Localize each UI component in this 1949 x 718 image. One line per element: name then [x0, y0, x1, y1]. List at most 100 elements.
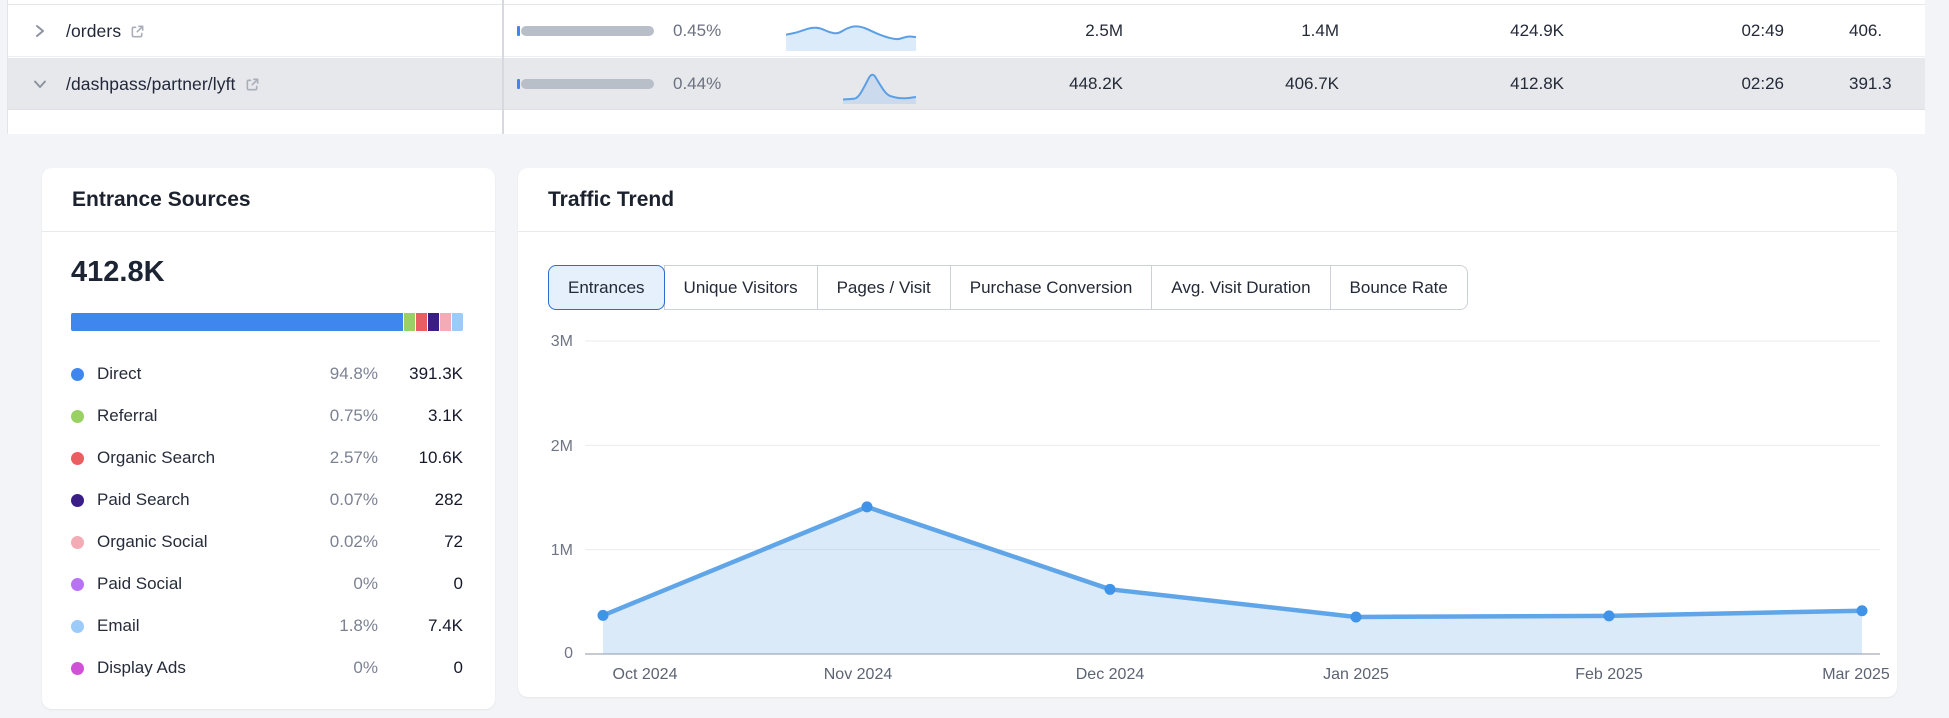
share-segment [452, 313, 463, 331]
truncated-value: 406. [1849, 21, 1883, 40]
unique-visitors-value: 406.7K [1285, 74, 1339, 93]
y-axis-tick: 0 [564, 645, 573, 662]
source-percent: 0.75% [329, 406, 378, 425]
source-label: Paid Social [97, 574, 183, 593]
frozen-column-divider [502, 0, 504, 134]
source-row: Email 1.8% 7.4K [42, 605, 495, 647]
tab-unique-visitors[interactable]: Unique Visitors [663, 265, 818, 310]
traffic-trend-title: Traffic Trend [548, 187, 675, 211]
expand-chevron-right-icon[interactable] [32, 5, 54, 57]
x-axis-label: Dec 2024 [1075, 666, 1145, 683]
conversion-percent: 0.44% [673, 74, 722, 93]
source-list: Direct 94.8% 391.3K Referral 0.75% 3.1K Orga… [42, 353, 495, 689]
table-row-partial-top [8, 0, 1925, 5]
source-value: 282 [434, 490, 463, 509]
avg-duration-value: 02:49 [1741, 21, 1784, 40]
source-percent: 1.8% [339, 616, 378, 635]
page-path-link[interactable]: /dashpass/partner/lyft [66, 73, 236, 94]
tab-entrances[interactable]: Entrances [548, 265, 665, 310]
share-segment [428, 313, 439, 331]
source-value: 0 [453, 658, 463, 677]
y-axis-tick: 2M [550, 438, 573, 455]
conversion-bar [517, 58, 657, 110]
source-label: Paid Search [97, 490, 190, 509]
conversion-percent: 0.45% [673, 21, 722, 40]
x-axis-label: Mar 2025 [1822, 666, 1890, 683]
tab-purchase-conversion[interactable]: Purchase Conversion [949, 265, 1153, 310]
trend-sparkline [843, 73, 916, 104]
source-value: 72 [444, 532, 463, 551]
tab-bounce-rate[interactable]: Bounce Rate [1329, 265, 1468, 310]
source-percent: 0.02% [329, 532, 378, 551]
source-value: 0 [453, 574, 463, 593]
source-row: Direct 94.8% 391.3K [42, 353, 495, 395]
entrances-value: 2.5M [1085, 21, 1123, 40]
source-color-dot [71, 409, 84, 423]
source-color-dot [71, 535, 84, 549]
source-row: Organic Social 0.02% 72 [42, 521, 495, 563]
external-link-icon[interactable] [245, 77, 260, 92]
tab-pages-per-visit[interactable]: Pages / Visit [816, 265, 951, 310]
source-label: Display Ads [97, 658, 186, 677]
source-row: Referral 0.75% 3.1K [42, 395, 495, 437]
y-axis-tick: 3M [550, 333, 573, 350]
visits-value: 412.8K [1510, 74, 1564, 93]
visits-value: 424.9K [1510, 21, 1564, 40]
truncated-value: 391.3 [1849, 74, 1892, 93]
table-row[interactable]: /orders 0.45% 2.5M 1.4M 424.9K 02:49 406… [8, 5, 1925, 57]
source-value: 7.4K [428, 616, 463, 635]
source-percent: 0% [353, 658, 378, 677]
external-link-icon[interactable] [130, 24, 145, 39]
source-label: Organic Social [97, 532, 208, 551]
source-percent: 0.07% [329, 490, 378, 509]
source-color-dot [71, 367, 84, 381]
source-label: Email [97, 616, 140, 635]
expand-chevron-down-icon[interactable] [32, 58, 54, 110]
avg-duration-value: 02:26 [1741, 74, 1784, 93]
share-segment [416, 313, 427, 331]
share-segment [440, 313, 451, 331]
share-segment [71, 313, 403, 331]
source-percent: 0% [353, 574, 378, 593]
source-color-dot [71, 577, 84, 591]
source-label: Direct [97, 364, 142, 383]
source-label: Referral [97, 406, 158, 425]
source-row: Display Ads 0% 0 [42, 647, 495, 689]
pages-table: /orders 0.45% 2.5M 1.4M 424.9K 02:49 406… [7, 0, 1925, 134]
source-color-dot [71, 619, 84, 633]
trend-sparkline [786, 25, 916, 51]
table-row-selected[interactable]: /dashpass/partner/lyft 0.44% 448.2K 406.… [8, 58, 1925, 110]
source-row: Paid Search 0.07% 282 [42, 479, 495, 521]
entrances-value: 448.2K [1069, 74, 1123, 93]
tab-avg-visit-duration[interactable]: Avg. Visit Duration [1151, 265, 1331, 310]
source-percent: 94.8% [329, 364, 378, 383]
entrance-sources-total: 412.8K [71, 256, 165, 288]
unique-visitors-value: 1.4M [1301, 21, 1339, 40]
source-color-dot [71, 493, 84, 507]
y-axis-tick: 1M [550, 542, 573, 559]
metric-tabs: Entrances Unique Visitors Pages / Visit … [548, 265, 1468, 310]
table-row-partial-bottom [8, 111, 1925, 134]
source-color-dot [71, 661, 84, 675]
source-label: Organic Search [97, 448, 216, 467]
source-percent: 2.57% [329, 448, 378, 467]
x-axis-label: Nov 2024 [823, 666, 893, 683]
entrance-sources-card: Entrance Sources 412.8K Direct 94.8% 391.3… [42, 168, 495, 709]
source-share-stacked-bar [71, 313, 463, 331]
source-row: Paid Social 0% 0 [42, 563, 495, 605]
page-path-link[interactable]: /orders [66, 20, 122, 41]
source-value: 3.1K [428, 406, 463, 425]
traffic-trend-chart [585, 340, 1880, 655]
source-value: 391.3K [409, 364, 463, 383]
source-color-dot [71, 451, 84, 465]
share-segment [404, 313, 415, 331]
source-value: 10.6K [418, 448, 463, 467]
traffic-trend-card: Traffic Trend Entrances Unique Visitors … [518, 168, 1897, 697]
x-axis-label: Feb 2025 [1575, 666, 1643, 683]
source-row: Organic Search 2.57% 10.6K [42, 437, 495, 479]
entrance-sources-title: Entrance Sources [72, 187, 251, 211]
conversion-bar [517, 5, 657, 57]
x-axis-label: Jan 2025 [1323, 666, 1389, 683]
x-axis-label: Oct 2024 [612, 666, 678, 683]
